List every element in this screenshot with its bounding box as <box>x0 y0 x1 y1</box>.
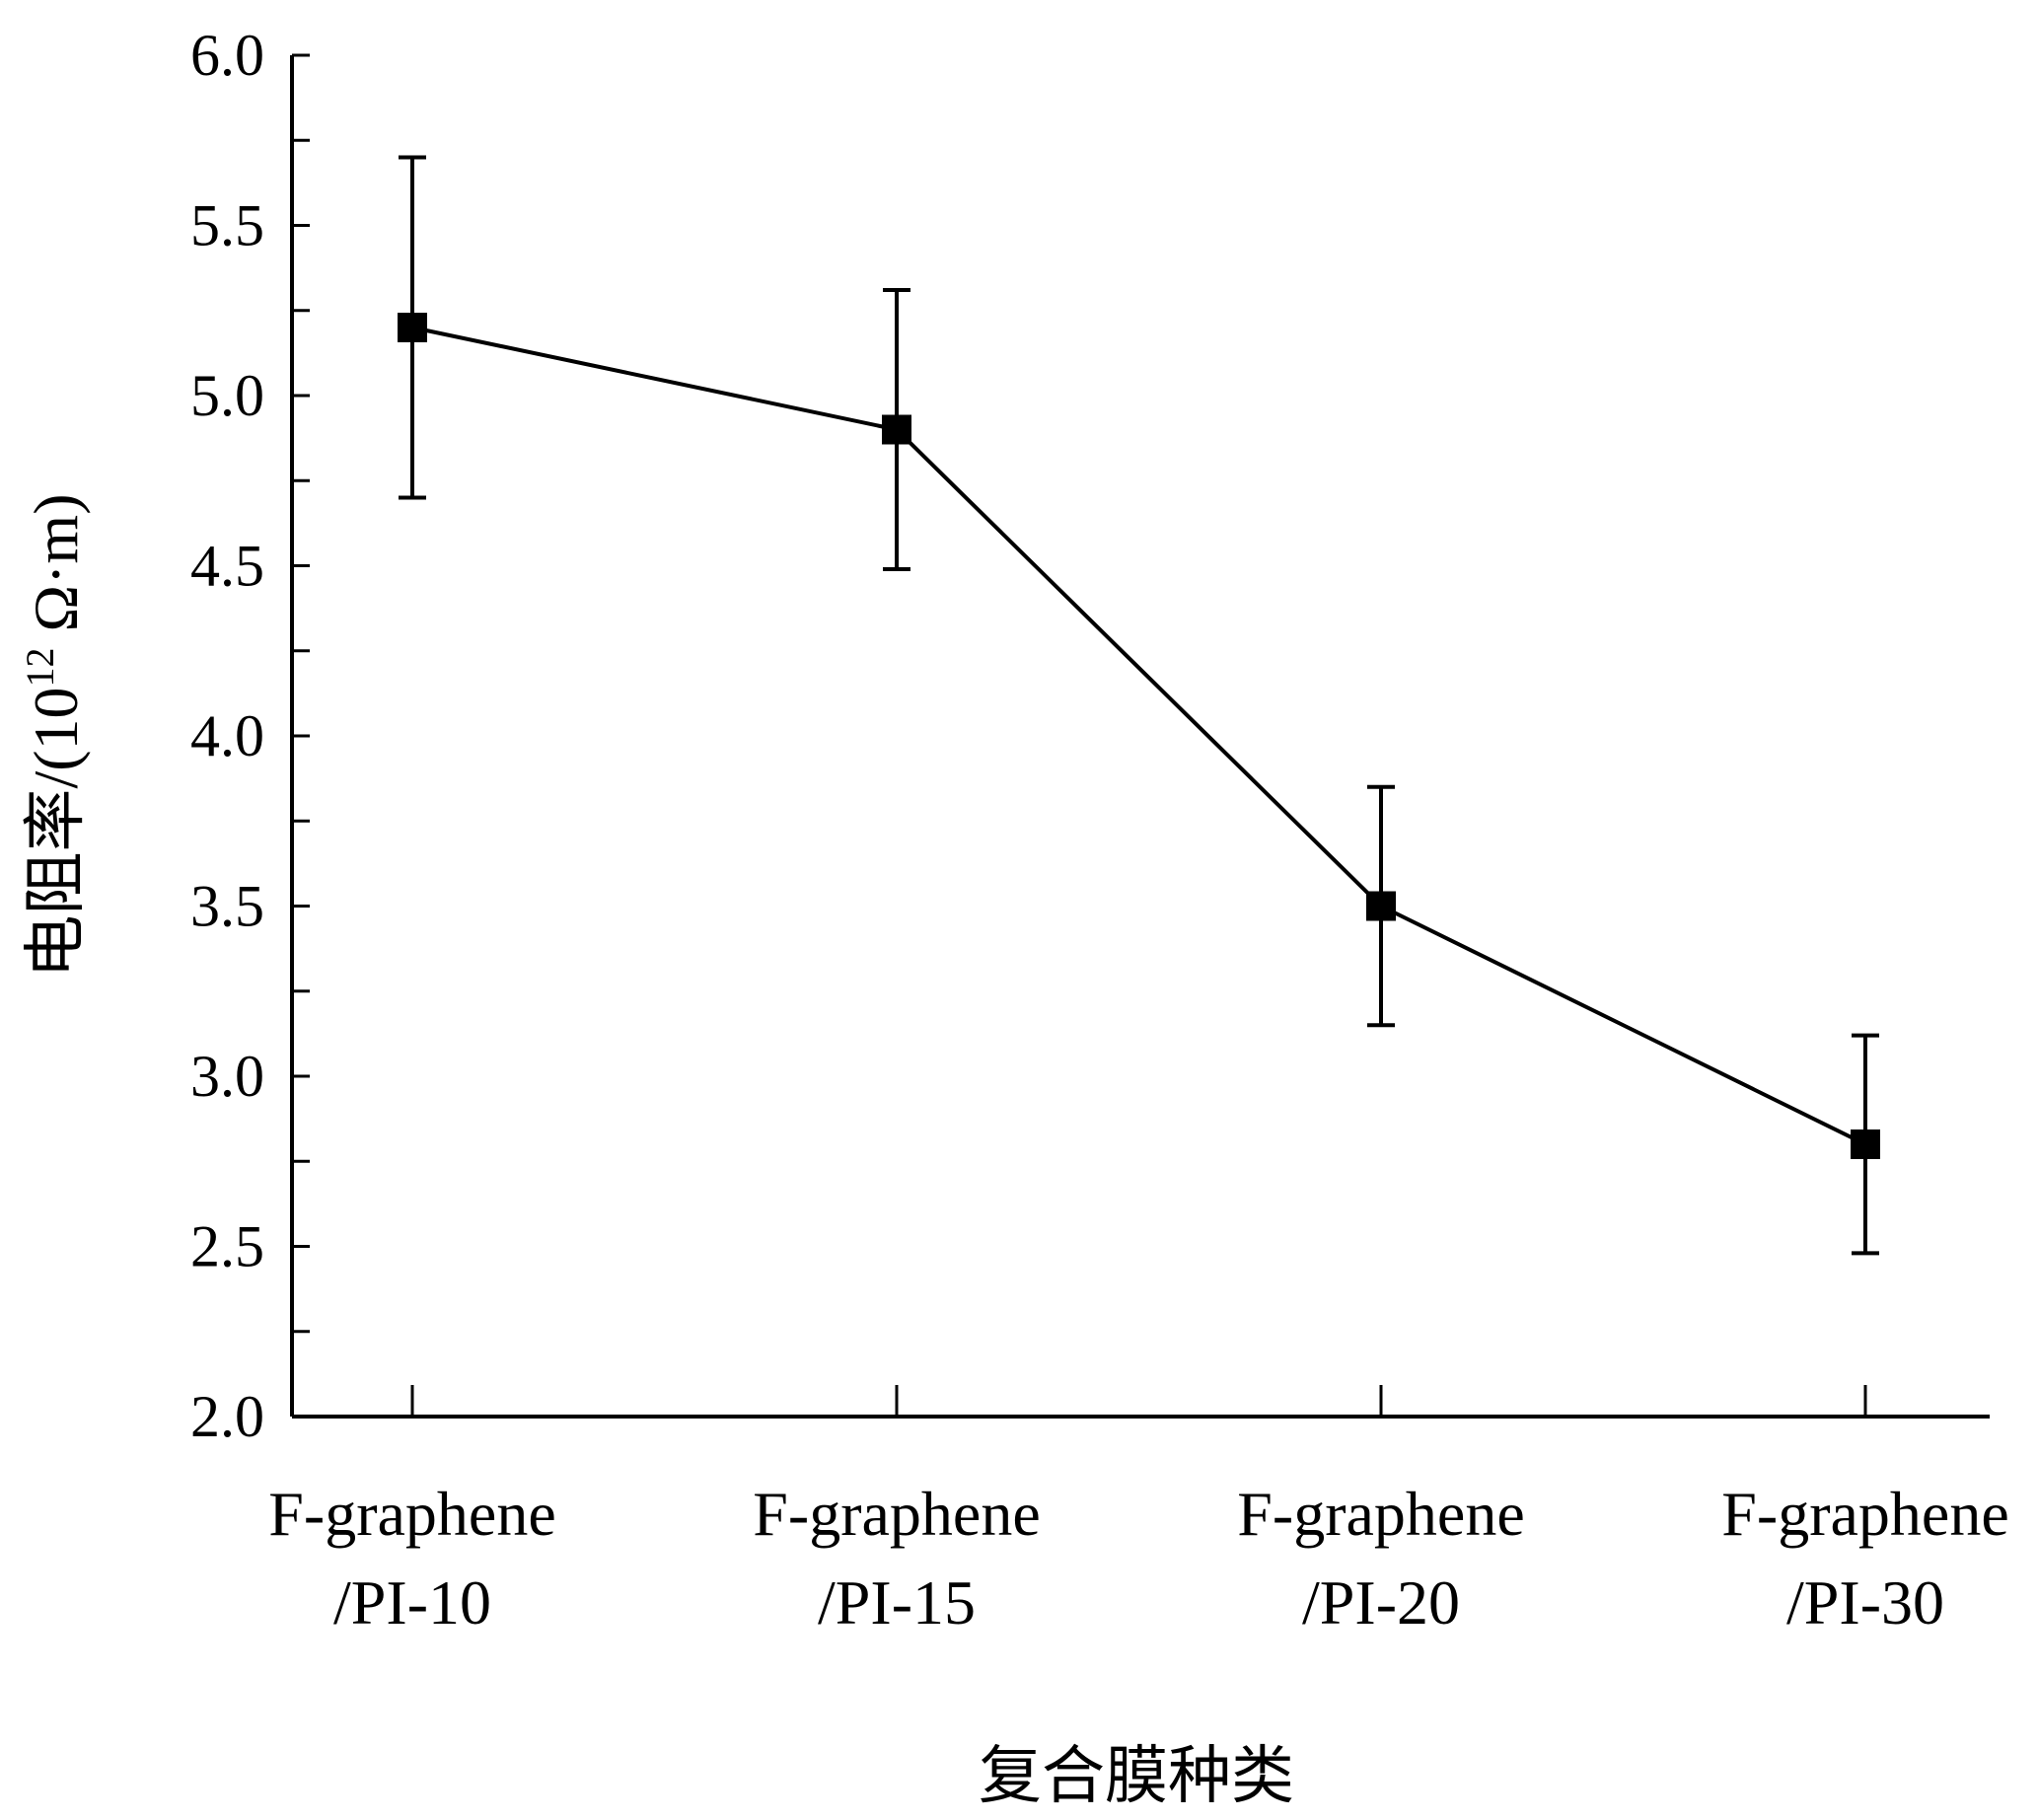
data-point <box>398 313 427 342</box>
y-axis-title-superscript: 12 <box>18 647 62 687</box>
y-tick-label: 5.0 <box>190 363 264 428</box>
series <box>398 155 1880 1256</box>
y-axis-title-suffix: Ω·m) <box>21 493 91 647</box>
y-tick-label: 3.5 <box>190 874 264 939</box>
series-line <box>411 326 1866 1146</box>
x-category-label: F-graphene <box>268 1479 555 1549</box>
y-tick-label: 3.0 <box>190 1044 264 1109</box>
data-point <box>882 414 911 445</box>
y-tick-label: 2.0 <box>190 1384 264 1449</box>
x-axis-title: 复合膜种类 <box>979 1741 1294 1811</box>
data-point <box>1366 891 1396 921</box>
y-tick-label: 4.5 <box>190 534 264 599</box>
x-category-label: /PI-10 <box>333 1567 491 1638</box>
data-point <box>1851 1129 1880 1159</box>
x-category-label: F-graphene <box>753 1479 1040 1549</box>
y-tick-label: 6.0 <box>190 23 264 88</box>
y-axis-title: 电阻率/(1012 Ω·m) <box>18 493 91 978</box>
x-category-label: /PI-15 <box>818 1567 976 1638</box>
x-ticks: F-graphene/PI-10 F-graphene/PI-15 F-graphe… <box>268 1385 2009 1638</box>
y-tick-label: 2.5 <box>190 1214 264 1279</box>
x-category-label: F-graphene <box>1237 1479 1524 1549</box>
y-tick-label: 5.5 <box>190 193 264 258</box>
axes <box>290 55 1990 1419</box>
y-axis-title-prefix: 电阻率/(10 <box>21 687 91 978</box>
y-ticks: 2.0 2.5 3.0 3.5 4.0 4.5 5.0 5.5 6.0 <box>190 23 310 1449</box>
x-category-label: /PI-30 <box>1786 1567 1944 1638</box>
x-category-label: F-graphene <box>1721 1479 2008 1549</box>
x-category-label: /PI-20 <box>1302 1567 1460 1638</box>
y-tick-label: 4.0 <box>190 703 264 768</box>
